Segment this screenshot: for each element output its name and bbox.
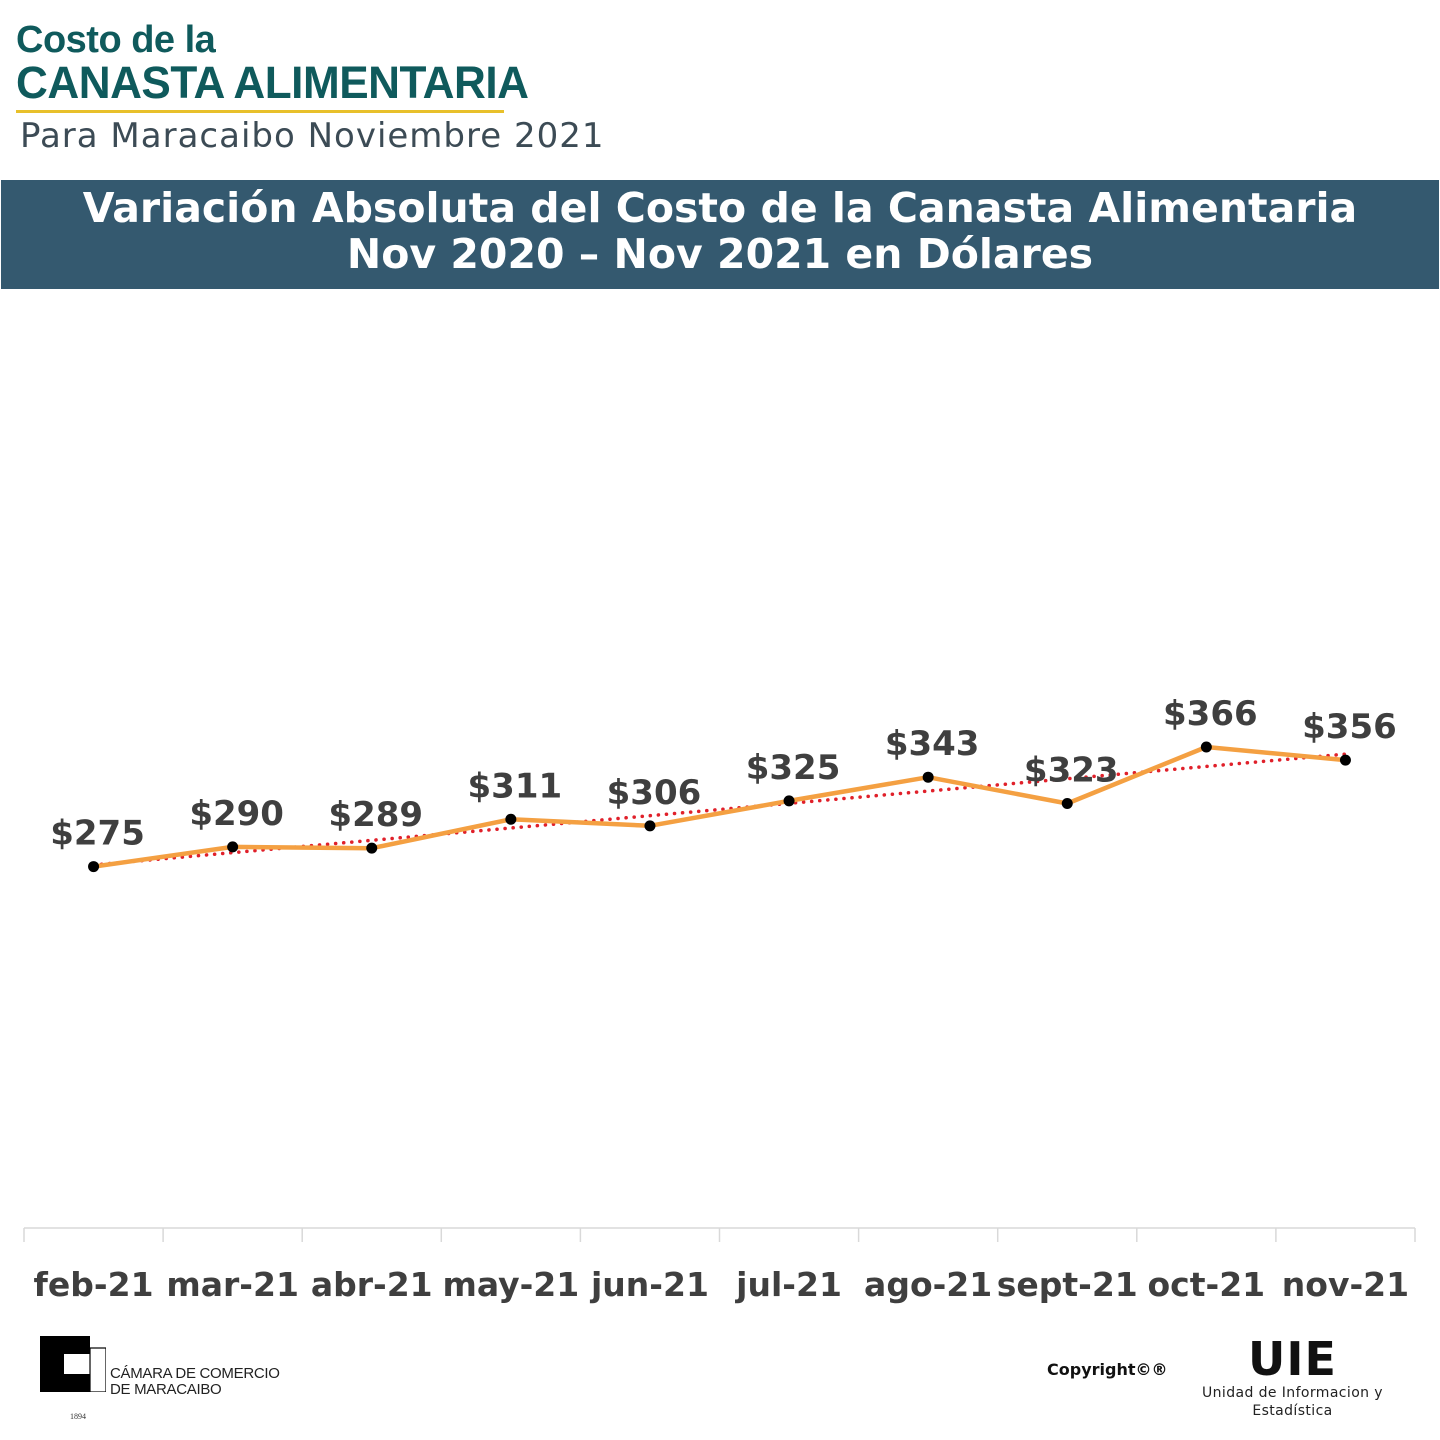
x-tick-label: ago-21 bbox=[864, 1265, 992, 1304]
data-label: $325 bbox=[746, 748, 841, 788]
data-label: $343 bbox=[885, 724, 980, 764]
camara-comercio-year: 1894 bbox=[70, 1412, 86, 1421]
camara-comercio-name: CÁMARA DE COMERCIO DE MARACAIBO bbox=[110, 1366, 280, 1398]
brand-line2: CANASTA ALIMENTARIA bbox=[16, 57, 529, 108]
uie-subtitle-line1: Unidad de Informacion y bbox=[1202, 1385, 1383, 1401]
chart-title-line2: Nov 2020 – Nov 2021 en Dólares bbox=[346, 230, 1094, 278]
camara-comercio-emblem-icon bbox=[40, 1336, 106, 1392]
x-tick-label: may-21 bbox=[442, 1265, 579, 1304]
data-label: $366 bbox=[1163, 694, 1258, 734]
x-tick-label: feb-21 bbox=[34, 1265, 154, 1304]
data-label: $275 bbox=[50, 814, 145, 854]
data-point bbox=[227, 841, 239, 853]
camara-comercio-line1: CÁMARA DE COMERCIO bbox=[110, 1365, 280, 1382]
data-label: $290 bbox=[189, 794, 284, 834]
x-tick-label: nov-21 bbox=[1282, 1265, 1409, 1304]
series-line bbox=[93, 744, 1346, 869]
data-point bbox=[505, 813, 517, 825]
x-tick-label: sept-21 bbox=[997, 1265, 1138, 1304]
data-point bbox=[644, 820, 656, 832]
x-tick-label: abr-21 bbox=[311, 1265, 433, 1304]
uie-logo: UIE Unidad de Informacion y Estadística bbox=[1190, 1334, 1395, 1420]
data-label: $311 bbox=[468, 766, 563, 806]
data-point bbox=[1061, 797, 1073, 809]
line-chart: $275 $290 $289 $311 $306 $325 $343 $323 $366 $356… bbox=[23, 694, 1416, 1304]
copyright-notice: Copyright©® bbox=[1047, 1360, 1168, 1379]
x-tick-label: oct-21 bbox=[1148, 1265, 1266, 1304]
data-label: $323 bbox=[1024, 750, 1119, 790]
uie-title: UIE bbox=[1248, 1332, 1337, 1386]
uie-subtitle-line2: Estadística bbox=[1252, 1403, 1333, 1419]
data-point bbox=[783, 795, 795, 807]
camara-comercio-logo: CÁMARA DE COMERCIO DE MARACAIBO 1894 bbox=[40, 1336, 300, 1428]
x-tick-label: jun-21 bbox=[589, 1265, 709, 1304]
data-label: $289 bbox=[328, 795, 423, 835]
data-point bbox=[88, 861, 100, 873]
data-label: $356 bbox=[1302, 707, 1397, 747]
data-point bbox=[1339, 754, 1351, 766]
brand-logo: Costo de la CANASTA ALIMENTARIA bbox=[16, 19, 539, 113]
brand-line1: Costo de la bbox=[16, 19, 216, 61]
chart-title-banner: Variación Absoluta del Costo de la Canas… bbox=[1, 180, 1439, 289]
data-label: $306 bbox=[607, 773, 702, 813]
data-point bbox=[366, 842, 378, 854]
chart-title-line1: Variación Absoluta del Costo de la Canas… bbox=[82, 184, 1358, 232]
data-point bbox=[1200, 741, 1212, 753]
x-tick-label: jul-21 bbox=[734, 1265, 842, 1304]
report-subtitle: Para Maracaibo Noviembre 2021 bbox=[20, 116, 605, 156]
data-point bbox=[922, 771, 934, 783]
x-tick-label: mar-21 bbox=[166, 1265, 299, 1304]
brand-underline bbox=[16, 110, 504, 113]
camara-comercio-line2: DE MARACAIBO bbox=[110, 1381, 222, 1398]
